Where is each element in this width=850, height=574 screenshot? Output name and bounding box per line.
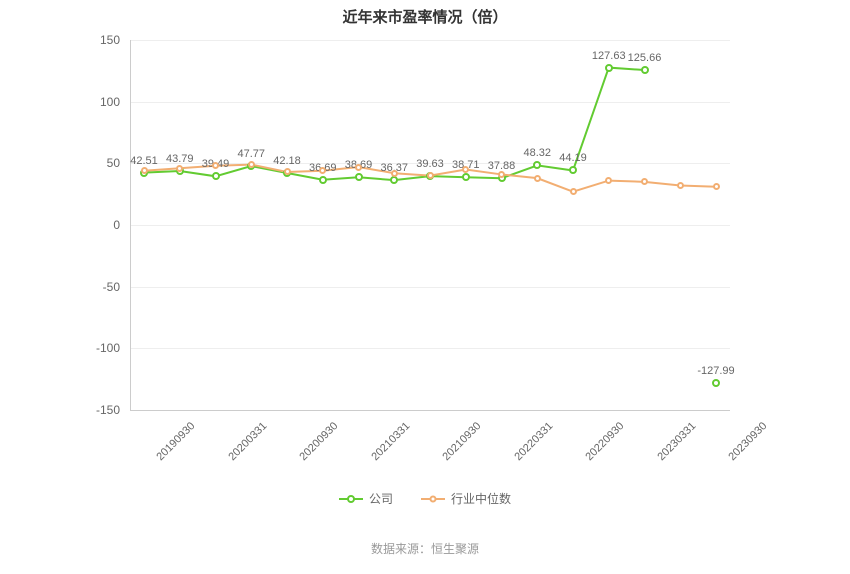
data-label: 48.32: [523, 147, 551, 159]
plot-area: -150-100-5005010015020190930202003312020…: [130, 40, 730, 410]
series-marker: [248, 161, 255, 168]
series-line: [144, 68, 716, 383]
series-marker: [498, 171, 505, 178]
data-label: 43.79: [166, 153, 194, 165]
y-tick-label: 0: [113, 218, 120, 232]
series-marker: [319, 176, 327, 184]
series-marker: [391, 170, 398, 177]
data-label: 39.63: [416, 158, 444, 170]
y-tick-label: 100: [100, 95, 120, 109]
data-label: 125.66: [628, 52, 662, 64]
x-tick-label: 20210331: [369, 420, 412, 463]
x-tick-label: 20230331: [655, 420, 698, 463]
series-marker: [641, 66, 649, 74]
y-tick-label: 50: [107, 156, 120, 170]
data-label: 127.63: [592, 50, 626, 62]
series-marker: [712, 379, 720, 387]
series-marker: [284, 168, 291, 175]
data-source: 数据来源：恒生聚源: [0, 540, 850, 557]
series-marker: [570, 188, 577, 195]
x-tick-label: 20200331: [226, 420, 269, 463]
series-marker: [534, 175, 541, 182]
pe-chart: 近年来市盈率情况（倍） -150-100-5005010015020190930…: [0, 0, 850, 574]
x-tick-label: 20210930: [440, 420, 483, 463]
series-marker: [355, 164, 362, 171]
legend-label: 公司: [369, 490, 393, 507]
y-tick-label: 150: [100, 33, 120, 47]
series-marker: [427, 172, 434, 179]
x-tick-label: 20220331: [512, 420, 555, 463]
legend-item[interactable]: 行业中位数: [421, 490, 511, 507]
y-tick-label: -100: [96, 341, 120, 355]
series-marker: [677, 182, 684, 189]
data-label: 42.18: [273, 155, 301, 167]
legend-item[interactable]: 公司: [339, 490, 393, 507]
data-label: 44.19: [559, 152, 587, 164]
series-marker: [176, 165, 183, 172]
x-tick-label: 20230930: [726, 420, 769, 463]
x-tick-label: 20190930: [154, 420, 197, 463]
series-marker: [141, 167, 148, 174]
data-label: 42.51: [130, 155, 158, 167]
data-label: -127.99: [697, 365, 734, 377]
y-tick-label: -50: [103, 280, 120, 294]
series-marker: [713, 183, 720, 190]
legend-label: 行业中位数: [451, 490, 511, 507]
series-marker: [462, 173, 470, 181]
x-tick-label: 20200930: [297, 420, 340, 463]
legend-swatch: [421, 492, 445, 506]
x-tick-label: 20220930: [583, 420, 626, 463]
series-marker: [605, 64, 613, 72]
x-axis-line: [130, 410, 730, 411]
data-label: 47.77: [237, 148, 265, 160]
series-lines: [130, 40, 730, 410]
chart-title: 近年来市盈率情况（倍）: [0, 6, 850, 27]
y-tick-label: -150: [96, 403, 120, 417]
series-marker: [212, 172, 220, 180]
legend-swatch: [339, 492, 363, 506]
series-marker: [355, 173, 363, 181]
legend: 公司 行业中位数: [0, 490, 850, 509]
